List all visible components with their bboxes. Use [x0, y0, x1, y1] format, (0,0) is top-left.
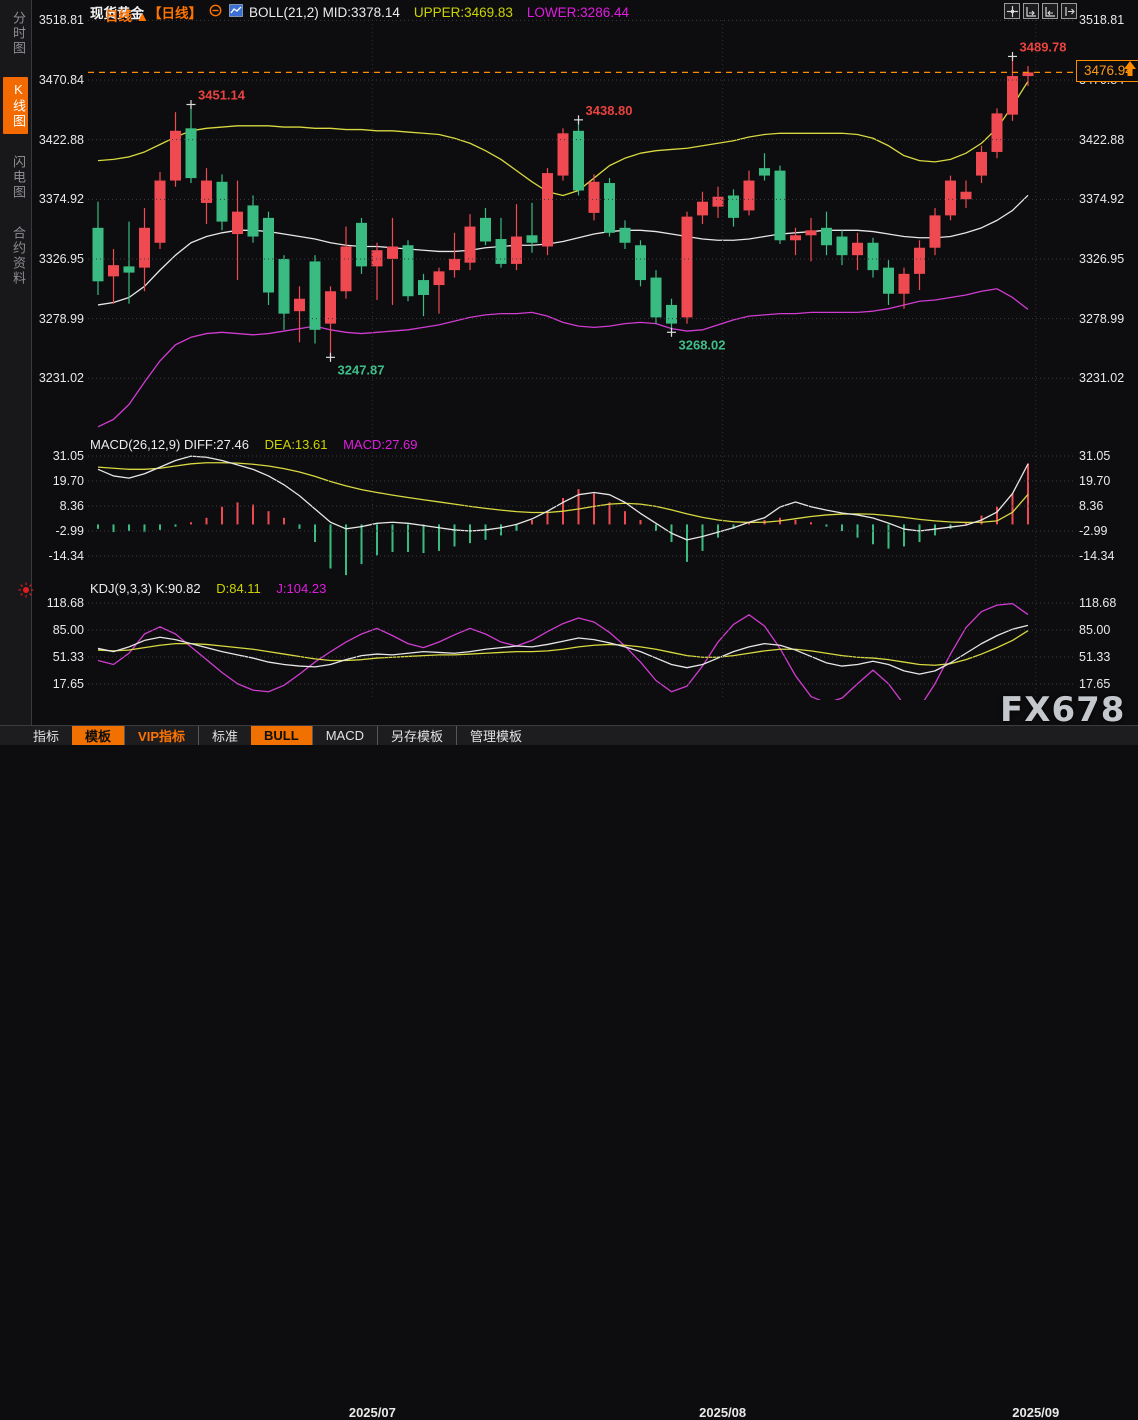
- kdj-d-value: D:84.11: [216, 581, 261, 596]
- bottom-tab-4[interactable]: BULL: [251, 726, 312, 745]
- kdj-label: KDJ(9,3,3): [90, 581, 153, 596]
- period-selector[interactable]: 日线 ▲: [105, 9, 150, 24]
- pan-chart-icon[interactable]: [1061, 3, 1077, 19]
- minus-circle-icon[interactable]: [209, 4, 222, 20]
- macd-header: MACD(26,12,9) DIFF:27.46 DEA:13.61 MACD:…: [90, 437, 418, 452]
- price-annotation: 3489.78: [1020, 39, 1067, 54]
- price-annotation: 3451.14: [198, 88, 246, 103]
- bottom-tab-1[interactable]: 模板: [72, 726, 125, 745]
- sidebar-tab-1[interactable]: K线图: [3, 77, 28, 134]
- bottom-tab-bar: 指标 模板 VIP指标 标准 BULL MACD 另存模板 管理模板: [0, 725, 1138, 745]
- kdj-header: KDJ(9,3,3) K:90.82 D:84.11 J:104.23: [90, 581, 326, 596]
- bottom-tab-7[interactable]: 管理模板: [455, 726, 535, 745]
- bottom-tab-6[interactable]: 另存模板: [376, 726, 456, 745]
- price-annotation: 3268.02: [679, 337, 726, 352]
- arrow-up-icon: ▲: [135, 9, 150, 24]
- period-badge[interactable]: 【日线】: [148, 6, 202, 21]
- chart-toolbar: [1004, 3, 1077, 19]
- macd-macd-value: MACD:27.69: [343, 437, 418, 452]
- expand-chart-icon[interactable]: [1042, 3, 1058, 19]
- boll-upper-value: UPPER:3469.83: [413, 4, 513, 20]
- crosshair-icon[interactable]: [1004, 3, 1020, 19]
- x-axis-month-label: 2025/08: [699, 1405, 747, 1420]
- boll-lower-value: LOWER:3286.44: [526, 4, 629, 20]
- x-axis-month-label: 2025/07: [348, 1405, 396, 1420]
- symbol-name: 现货黄金: [90, 6, 144, 21]
- bottom-tab-5[interactable]: MACD: [311, 726, 377, 745]
- chart-canvas[interactable]: 3451.14 3438.80 3489.78 3247.87 3268.02: [0, 0, 1138, 744]
- kdj-k-value: K:90.82: [155, 581, 201, 596]
- boll-label: BOLL(21,2) MID:3378.14: [249, 4, 400, 20]
- bottom-tab-0[interactable]: 指标: [33, 729, 60, 744]
- bottom-tab-2[interactable]: VIP指标: [124, 726, 198, 745]
- price-arrow-icon[interactable]: [1123, 60, 1137, 83]
- sidebar-tab-3[interactable]: 合约资料: [11, 226, 26, 286]
- sidebar-tab-2[interactable]: 闪电图: [11, 155, 26, 200]
- price-annotation: 3247.87: [338, 362, 385, 377]
- price-annotation: 3438.80: [586, 103, 633, 118]
- chart-style-icon[interactable]: [229, 4, 243, 20]
- macd-diff-value: DIFF:27.46: [183, 437, 249, 452]
- chart-header: 现货黄金 【日线】 BOLL(21,2) MID:3378.14 UPPER:3…: [90, 2, 629, 22]
- hot-indicator-icon[interactable]: [18, 582, 34, 603]
- current-price-tag: 3476.94: [1076, 60, 1138, 83]
- bottom-tab-3[interactable]: 标准: [198, 726, 251, 745]
- x-axis-month-label: 2025/09: [1012, 1405, 1060, 1420]
- compress-chart-icon[interactable]: [1023, 3, 1039, 19]
- sidebar-tab-0[interactable]: 分时图: [11, 11, 26, 56]
- x-axis-row: 2025/07 2025/08 2025/09: [0, 700, 1138, 1420]
- watermark: FX678: [1000, 690, 1126, 730]
- kdj-j-value: J:104.23: [276, 581, 327, 596]
- macd-dea-value: DEA:13.61: [264, 437, 328, 452]
- chart-type-sidebar: 分时图 K线图闪电图合约资料: [0, 0, 34, 744]
- macd-label: MACD(26,12,9): [90, 437, 181, 452]
